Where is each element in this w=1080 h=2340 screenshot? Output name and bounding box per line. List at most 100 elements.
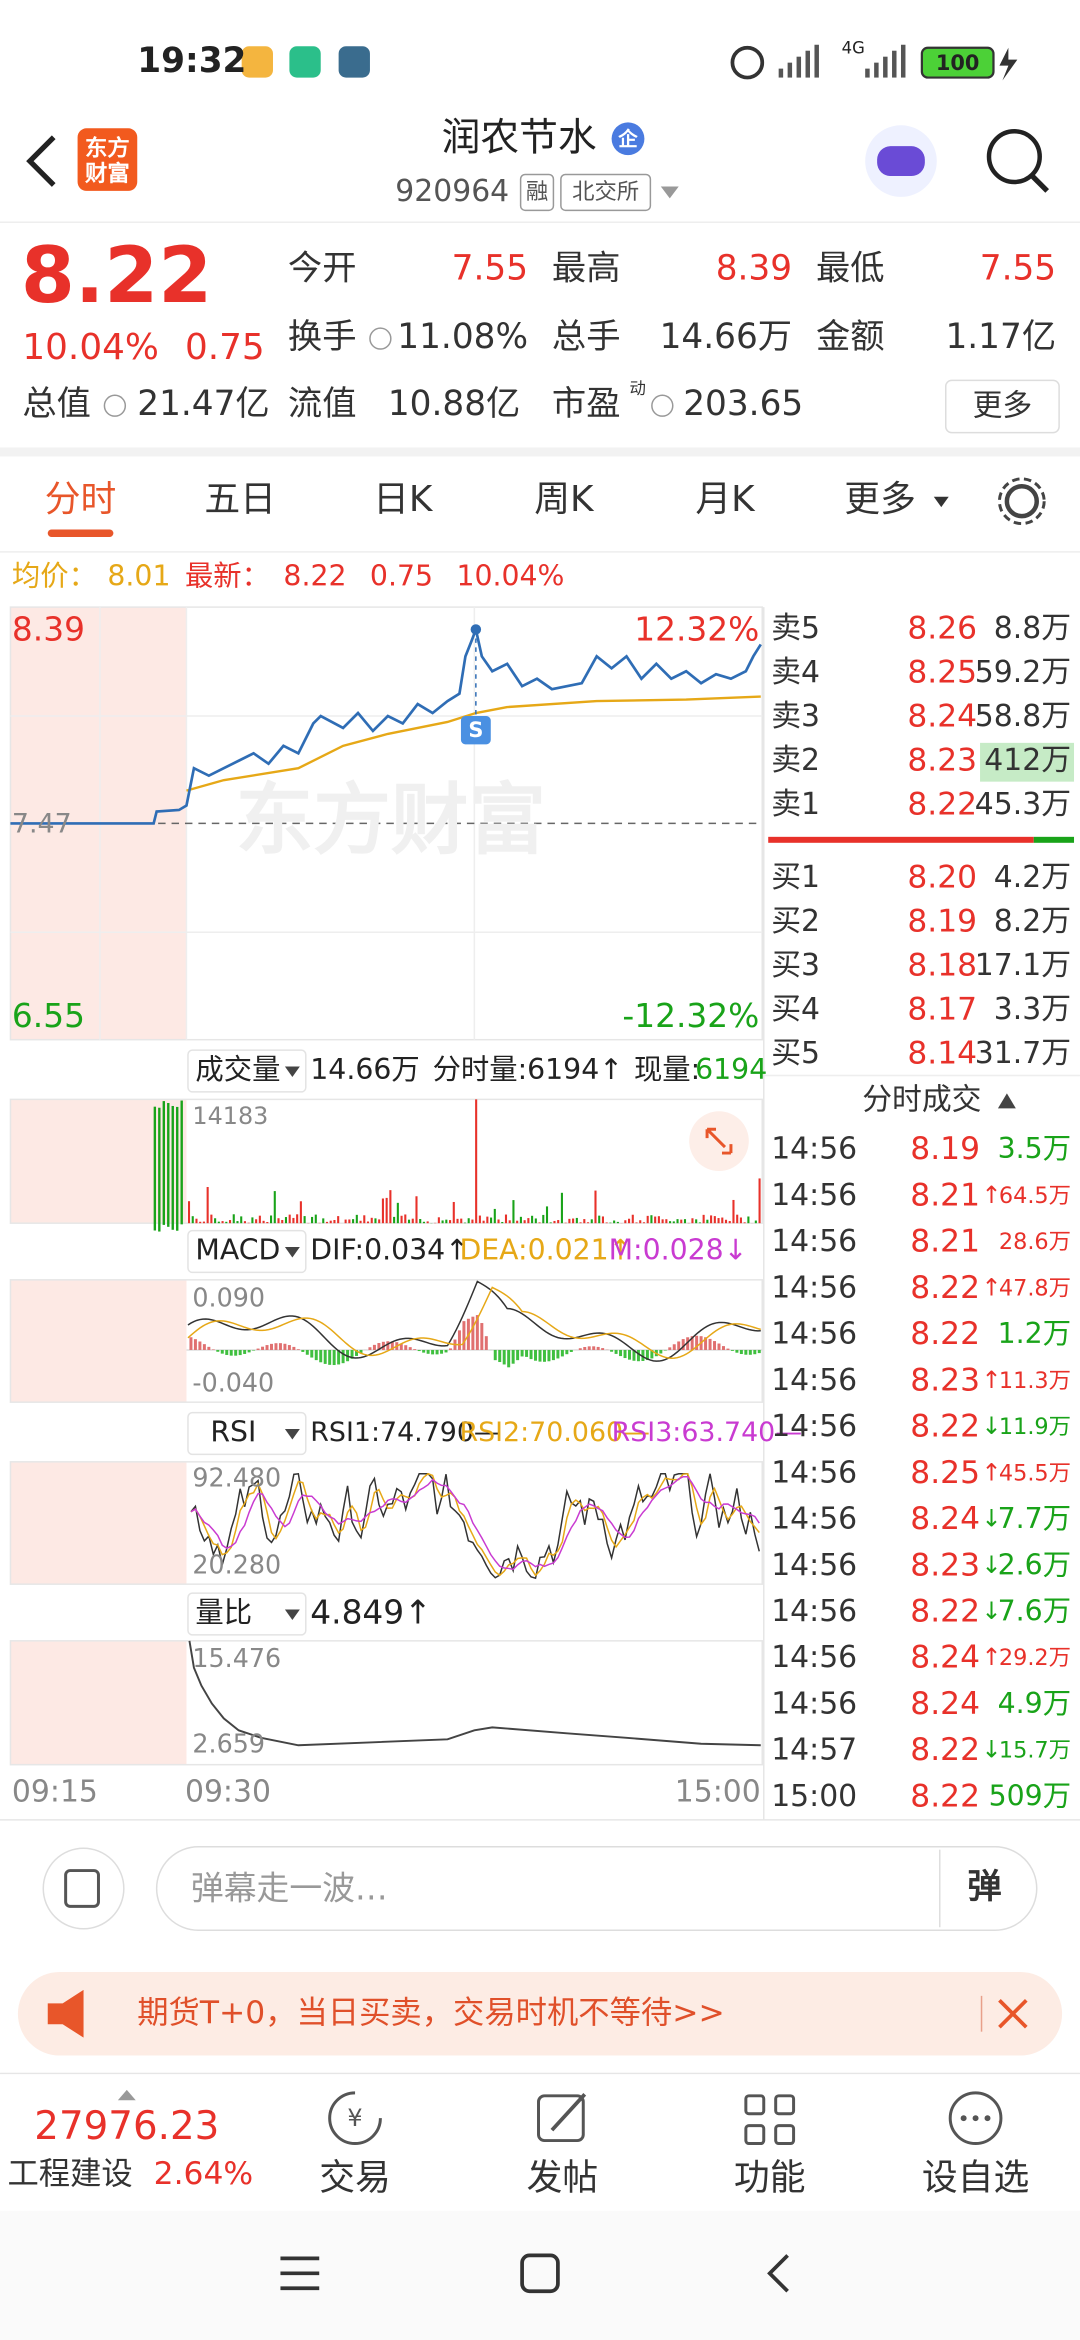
tab[interactable]: 五日 (204, 479, 276, 520)
tab[interactable]: 日K (373, 479, 434, 520)
current-volume: 6194 (695, 1053, 767, 1086)
time-label: 09:15 (12, 1775, 98, 1810)
back-nav-button[interactable] (767, 2254, 789, 2293)
action-label[interactable]: 交易 (319, 2157, 391, 2198)
volume-bar (605, 1222, 608, 1224)
macd-bar (314, 1349, 318, 1361)
trade-arrow: ↑ (982, 1181, 1002, 1209)
macd-min: -0.040 (192, 1367, 274, 1397)
volume-bar (396, 1202, 399, 1224)
macd-bar (690, 1336, 694, 1350)
volume-bar (601, 1216, 604, 1224)
info-icon[interactable] (651, 394, 674, 417)
trade-time: 14:56 (771, 1502, 857, 1537)
info-icon[interactable] (103, 394, 127, 417)
dropdown-arrow[interactable] (660, 186, 679, 199)
more-button[interactable] (944, 379, 1060, 434)
field-label: 最高 (552, 248, 621, 288)
function-icon[interactable] (744, 2094, 796, 2146)
tab[interactable]: 月K (695, 479, 756, 520)
volume-bar (167, 1103, 170, 1227)
volume-bar (516, 1220, 519, 1224)
volume-bar (232, 1214, 235, 1224)
volume-max: 14183 (192, 1102, 268, 1130)
tab[interactable]: 周K (534, 479, 595, 520)
volume-bar (456, 1218, 459, 1224)
volume-bar (452, 1201, 455, 1224)
macd-bar (560, 1349, 564, 1357)
volume-bar (352, 1219, 355, 1224)
volume-bar (171, 1105, 174, 1230)
post-icon[interactable] (537, 2094, 585, 2143)
close-button[interactable] (998, 1999, 1028, 2029)
trade-volume: 11.3万 (999, 1368, 1071, 1394)
volume-bar (445, 1219, 448, 1224)
volume-bar (713, 1216, 716, 1224)
volume-ratio-min: 2.659 (192, 1728, 265, 1758)
rsi-line (190, 1475, 760, 1571)
trade-price: 8.22 (910, 1270, 980, 1306)
action-label[interactable]: 功能 (734, 2157, 806, 2198)
macd-bar (462, 1321, 466, 1350)
menu-button[interactable] (280, 2256, 320, 2291)
volume-bar (560, 1192, 563, 1224)
macd-bar (619, 1349, 623, 1357)
home-button[interactable] (520, 2253, 560, 2294)
banner-text[interactable]: 期货T+0，当日买卖，交易时机不等待>> (137, 1995, 724, 2031)
trade-time: 14:56 (771, 1409, 857, 1444)
trade-price: 8.24 (910, 1686, 980, 1722)
volume-bar (616, 1221, 619, 1224)
field-label: 总值 (22, 384, 91, 424)
danmaku-button[interactable]: 弹 (967, 1867, 1001, 1907)
volume-bar (579, 1222, 582, 1224)
macd-bar (408, 1347, 412, 1350)
promo-banner[interactable] (17, 1972, 1063, 2056)
average-price-line (186, 695, 761, 792)
macd-bar (301, 1349, 305, 1352)
trade-price: 8.22 (910, 1778, 980, 1814)
volume-bar (325, 1221, 329, 1224)
macd-bar (220, 1349, 224, 1354)
search-button[interactable] (986, 129, 1042, 185)
macd-bar (319, 1349, 323, 1363)
action-label[interactable]: 发帖 (527, 2157, 599, 2198)
trade-icon[interactable] (328, 2091, 382, 2146)
post-icon (550, 2093, 587, 2132)
macd-bar (243, 1349, 247, 1354)
comment-input[interactable] (155, 1845, 1038, 1931)
volume-bar (534, 1218, 537, 1224)
macd-bar (471, 1316, 475, 1350)
back-button[interactable] (26, 135, 56, 187)
sort-arrow[interactable] (997, 1093, 1016, 1109)
macd-bar (547, 1349, 551, 1362)
marker-box[interactable] (460, 716, 491, 745)
volume-bar (545, 1206, 549, 1224)
action-label[interactable]: 设自选 (922, 2157, 1029, 2198)
tab[interactable]: 更多 (844, 479, 916, 520)
trade-arrow: ↓ (982, 1597, 1002, 1625)
watchlist-icon[interactable] (948, 2091, 1003, 2146)
volume-bar (344, 1219, 347, 1224)
volume-bar (478, 1215, 481, 1224)
more-button-label[interactable]: 更多 (973, 389, 1033, 424)
tab[interactable]: 分时 (45, 479, 117, 520)
indicator-selectors[interactable] (187, 1049, 307, 1636)
macd-bar (404, 1345, 408, 1350)
volume-bar (758, 1178, 761, 1224)
order-volume: 17.1万 (975, 948, 1071, 983)
comment-placeholder[interactable]: 弹幕走一波… (191, 1869, 388, 1907)
info-icon[interactable] (369, 327, 392, 350)
volume-bar (504, 1214, 508, 1224)
trade-volume: 28.6万 (999, 1229, 1071, 1255)
field-value: 10.88亿 (388, 384, 520, 424)
macd-bar (310, 1349, 314, 1358)
settings-button[interactable] (1004, 484, 1039, 519)
comment-icon[interactable] (42, 1847, 125, 1930)
volume-bar (355, 1214, 358, 1224)
trades-title: 分时成交 (862, 1082, 981, 1117)
marker-label: S (468, 718, 483, 742)
order-price: 8.26 (907, 610, 977, 646)
volume-bar (187, 1201, 191, 1224)
order-label: 卖1 (771, 787, 820, 822)
order-price: 8.17 (907, 992, 977, 1028)
